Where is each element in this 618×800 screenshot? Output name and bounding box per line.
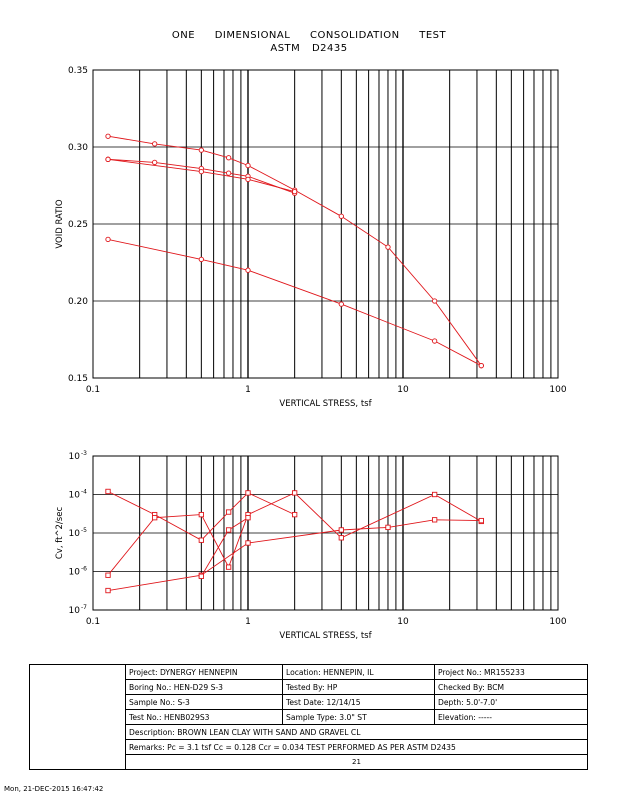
charts-svg: 0.1 1 10 100 0.35 0.30 0.25 0.20 0.15 VERTICAL ST… — [55, 66, 567, 641]
sample-number: Sample No.: S-3 — [125, 694, 283, 710]
chart2-data-point — [152, 515, 158, 521]
chart-subtitle: ASTM D2435 — [270, 43, 348, 54]
chart2-x-tick-label: 1 — [245, 617, 251, 627]
chart2-data-point — [431, 491, 438, 498]
chart2-y-tick-exponent: -3 — [81, 450, 87, 457]
chart1-series-4-line — [107, 158, 295, 193]
chart1-data-point — [245, 176, 251, 182]
chart1-x-tick-label: 1 — [245, 385, 251, 395]
chart2-y-tick-label: 10 — [69, 606, 81, 616]
chart2-data-point — [245, 540, 251, 546]
chart2-data-point — [105, 488, 111, 495]
chart2-data-point — [198, 511, 204, 518]
chart1-y-tick-label: 0.15 — [68, 374, 88, 384]
chart2-data-point — [225, 564, 232, 570]
chart2-x-tick-label: 100 — [549, 617, 566, 627]
chart1-data-point — [431, 298, 438, 304]
chart1-data-point — [245, 162, 251, 169]
chart1-data-point — [225, 170, 232, 176]
chart2-x-axis-label: VERTICAL STRESS, tsf — [279, 631, 372, 641]
logo-cell — [29, 664, 126, 770]
chart1-data-point — [431, 338, 438, 344]
chart2-data-point — [292, 511, 298, 518]
chart1-data-point — [385, 244, 391, 250]
chart2-data-point — [385, 524, 391, 531]
depth: Depth: 5.0'-7.0' — [434, 694, 588, 710]
chart2-y-tick-label: 10 — [69, 452, 81, 462]
sample-type: Sample Type: 3.0" ST — [282, 709, 435, 725]
description: Description: BROWN LEAN CLAY WITH SAND A… — [125, 724, 588, 740]
chart1-y-axis-label: VOID RATIO — [55, 199, 65, 249]
boring-number: Boring No.: HEN-D29 S-3 — [125, 679, 283, 695]
chart2-data-point — [431, 517, 438, 523]
chart2-y-tick-exponent: -5 — [81, 527, 87, 534]
chart1-data-point — [105, 236, 111, 243]
chart2-y-tick-label: 10 — [69, 568, 81, 578]
chart2-data-point — [198, 573, 204, 579]
checked-by: Checked By: BCM — [434, 679, 588, 695]
chart1-data-point — [152, 159, 158, 166]
chart1-series-3-line — [107, 158, 295, 194]
chart2-data-point — [245, 490, 251, 496]
info-table: Project: DYNERGY HENNEPIN Location: HENN… — [29, 664, 588, 770]
chart1-data-point — [105, 156, 111, 162]
chart1-data-point — [245, 267, 251, 273]
chart2-data-point — [245, 515, 251, 521]
chart2-y-axis-label: Cv, ft^2/sec — [55, 507, 65, 560]
elevation: Elevation: ----- — [434, 709, 588, 725]
chart2-data-point — [338, 527, 344, 533]
chart2-x-tick-label: 10 — [397, 617, 409, 627]
chart1-data-point — [198, 256, 204, 263]
project-number: Project No.: MR155233 — [434, 664, 588, 680]
figure-mark: 21 — [125, 754, 588, 770]
chart2-data-point — [105, 587, 111, 594]
chart2-data-point — [225, 527, 232, 533]
chart2-series-1-line — [107, 491, 295, 541]
chart2-data-point — [105, 572, 111, 578]
print-timestamp: Mon, 21-DEC-2015 16:47:42 — [4, 785, 104, 793]
chart1-x-tick-label: 10 — [397, 385, 409, 395]
chart2-y-tick-exponent: -4 — [81, 489, 87, 496]
chart1-y-tick-label: 0.20 — [68, 297, 88, 307]
chart1-y-tick-label: 0.35 — [68, 66, 88, 76]
location: Location: HENNEPIN, IL — [282, 664, 435, 680]
chart2-data-point — [198, 537, 204, 543]
chart2-y-tick-exponent: -7 — [81, 604, 87, 611]
chart1-y-tick-label: 0.25 — [68, 220, 88, 230]
chart2-y-tick-label: 10 — [69, 491, 81, 501]
chart1-series-1-line — [107, 135, 482, 366]
test-date: Test Date: 12/14/15 — [282, 694, 435, 710]
chart2-y-tick-exponent: -6 — [81, 566, 87, 573]
chart-title: ONE DIMENSIONAL CONSOLIDATION TEST — [171, 30, 447, 41]
chart1-data-point — [225, 155, 232, 161]
tested-by: Tested By: HP — [282, 679, 435, 695]
chart1-data-point — [292, 189, 298, 195]
project-name: Project: DYNERGY HENNEPIN — [125, 664, 283, 680]
chart2-data-point — [338, 535, 344, 541]
chart2-data-point — [478, 517, 484, 524]
chart1-x-axis-label: VERTICAL STRESS, tsf — [279, 399, 372, 409]
chart1-x-tick-label: 0.1 — [86, 385, 100, 395]
chart2-data-point — [225, 509, 232, 515]
chart1-data-point — [152, 141, 158, 147]
chart1-data-point — [198, 147, 204, 153]
chart1-data-point — [198, 168, 204, 175]
test-number: Test No.: HENB029S3 — [125, 709, 283, 725]
chart1-y-tick-label: 0.30 — [68, 143, 88, 153]
chart1-x-tick-label: 100 — [549, 385, 566, 395]
chart2-x-tick-label: 0.1 — [86, 617, 100, 627]
chart1-data-point — [478, 363, 484, 369]
remarks: Remarks: Pc = 3.1 tsf Cc = 0.128 Ccr = 0… — [125, 739, 588, 755]
chart2-data-point — [292, 490, 298, 496]
chart1-data-point — [338, 301, 344, 307]
chart2-y-tick-label: 10 — [69, 529, 81, 539]
chart1-data-point — [105, 133, 111, 139]
chart1-series-2-line — [107, 238, 482, 367]
chart1-data-point — [338, 213, 344, 219]
